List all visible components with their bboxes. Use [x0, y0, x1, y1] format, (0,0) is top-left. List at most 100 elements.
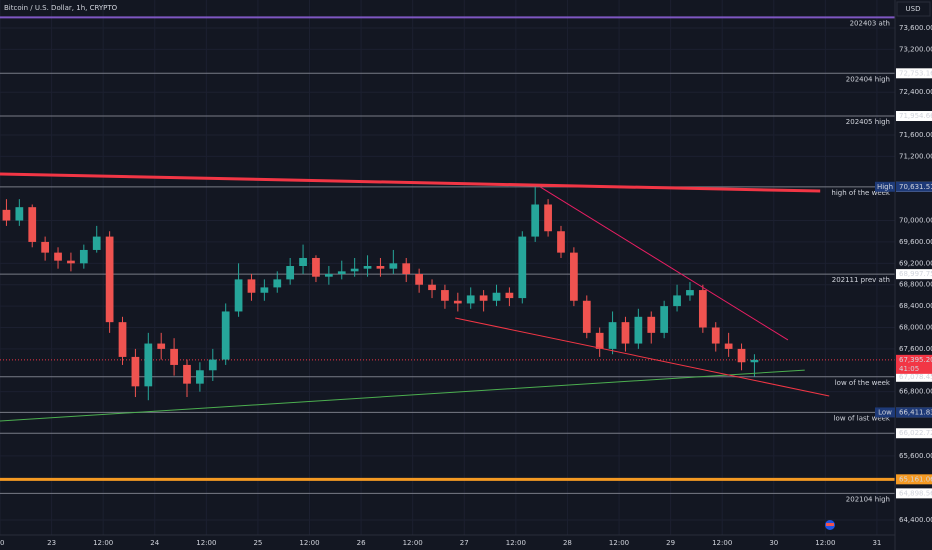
- level-tag: 66,022.72: [899, 429, 932, 437]
- level-label: 202111 prev ath: [832, 276, 890, 284]
- candle-body: [260, 287, 269, 293]
- tag-name: Low: [878, 408, 892, 416]
- candle-body: [582, 300, 591, 333]
- candle-body: [131, 356, 140, 387]
- candle-body: [208, 359, 217, 371]
- candle-body: [54, 252, 62, 261]
- x-tick-label: 12:00: [815, 539, 835, 547]
- candle-body: [698, 290, 707, 328]
- y-tick-label: 68,800.00: [899, 281, 932, 289]
- level-tag: 71,954.66: [899, 112, 932, 120]
- level-tag-box: [896, 474, 932, 485]
- x-tick-label: 12:00: [403, 539, 423, 547]
- candle-body: [350, 268, 359, 272]
- y-tick-label: 64,400.00: [899, 516, 932, 524]
- candle-body: [28, 207, 37, 242]
- candle-body: [105, 236, 114, 323]
- candle-body: [92, 236, 101, 250]
- x-tick-label: 12:00: [712, 539, 732, 547]
- y-tick-label: 66,800.00: [899, 388, 932, 396]
- level-tag-box: [896, 111, 932, 122]
- candle-body: [221, 311, 230, 360]
- candle-body: [312, 257, 320, 277]
- level-label: low of last week: [834, 414, 891, 422]
- current-price: 67,395.20: [899, 356, 932, 364]
- candle-body: [324, 274, 333, 277]
- candle-body: [41, 241, 50, 253]
- candle-body: [15, 207, 24, 221]
- candle-body: [531, 204, 540, 237]
- y-tick-label: 71,200.00: [899, 152, 932, 160]
- candle-body: [466, 295, 475, 304]
- y-tick-label: 69,200.00: [899, 259, 932, 267]
- level-tag: 72,753.16: [899, 69, 932, 77]
- x-tick-label: 29: [666, 539, 675, 547]
- y-tick-label: 73,200.00: [899, 45, 932, 53]
- level-tag-box: [896, 371, 932, 382]
- candle-body: [170, 348, 178, 365]
- candle-body: [299, 257, 307, 267]
- level-tag: 68,997.75: [899, 270, 932, 278]
- y-tick-label: 70,000.00: [899, 217, 932, 225]
- candle-body: [67, 260, 75, 264]
- level-label: 202104 high: [846, 495, 890, 503]
- tag-value-box: [896, 181, 932, 192]
- candle-body: [711, 327, 720, 344]
- candle-body: [518, 236, 527, 299]
- level-tag: 67,078.45: [899, 373, 932, 381]
- candle-body: [750, 359, 759, 363]
- candle-body: [634, 316, 643, 344]
- trendline: [0, 369, 805, 422]
- x-tick-label: 12:00: [506, 539, 526, 547]
- candle-body: [376, 266, 385, 269]
- candle-body: [183, 364, 191, 384]
- x-tick-label: 12:00: [196, 539, 216, 547]
- candle-body: [557, 231, 565, 253]
- trendline: [0, 172, 821, 193]
- countdown: 41:05: [899, 365, 919, 373]
- currency: USD: [906, 5, 921, 13]
- tag-name-box: [875, 181, 895, 192]
- trendline: [540, 186, 789, 341]
- x-tick-label: 31: [872, 539, 881, 547]
- level-label: 202405 high: [846, 118, 890, 126]
- candle-body: [737, 348, 746, 363]
- candle-body: [234, 279, 243, 312]
- x-tick-label: 27: [460, 539, 469, 547]
- level-tag-box: [896, 428, 932, 439]
- candle-body: [79, 249, 88, 264]
- y-tick-label: 69,600.00: [899, 238, 932, 246]
- y-tick-label: 73,600.00: [899, 24, 932, 32]
- x-tick-label: 23: [47, 539, 56, 547]
- candle-body: [621, 322, 630, 344]
- candle-body: [389, 263, 398, 269]
- level-label: 202404 high: [846, 75, 890, 83]
- y-tick-label: 71,600.00: [899, 131, 932, 139]
- candle-body: [273, 279, 282, 288]
- chart-title: Bitcoin / U.S. Dollar, 1h, CRYPTO: [4, 4, 118, 12]
- x-tick-label: 26: [357, 539, 366, 547]
- tag-value: 70,631.51: [899, 183, 932, 191]
- candle-body: [647, 316, 656, 333]
- candle-body: [157, 343, 166, 349]
- candle-body: [505, 292, 514, 299]
- x-tick-label: 28: [563, 539, 572, 547]
- candle-body: [608, 322, 617, 349]
- level-label: 202403 ath: [850, 19, 890, 27]
- candle-body: [144, 343, 153, 387]
- axis: 73,600.00 73,200.00 72,400.00 71,600.00 71,2…: [0, 24, 932, 547]
- event-icon-stripe: [826, 523, 834, 526]
- level-label: high of the week: [831, 189, 891, 197]
- candle-body: [196, 370, 204, 384]
- candle-body: [428, 284, 436, 291]
- level-tag-box: [896, 269, 932, 280]
- candle-body: [247, 279, 256, 293]
- level-tag: 64,898.56: [899, 489, 932, 497]
- y-tick-label: 68,400.00: [899, 302, 932, 310]
- candle-body: [660, 306, 669, 333]
- x-tick-label: 30: [769, 539, 778, 547]
- x-tick-label: 12:00: [93, 539, 113, 547]
- y-tick-label: 65,600.00: [899, 452, 932, 460]
